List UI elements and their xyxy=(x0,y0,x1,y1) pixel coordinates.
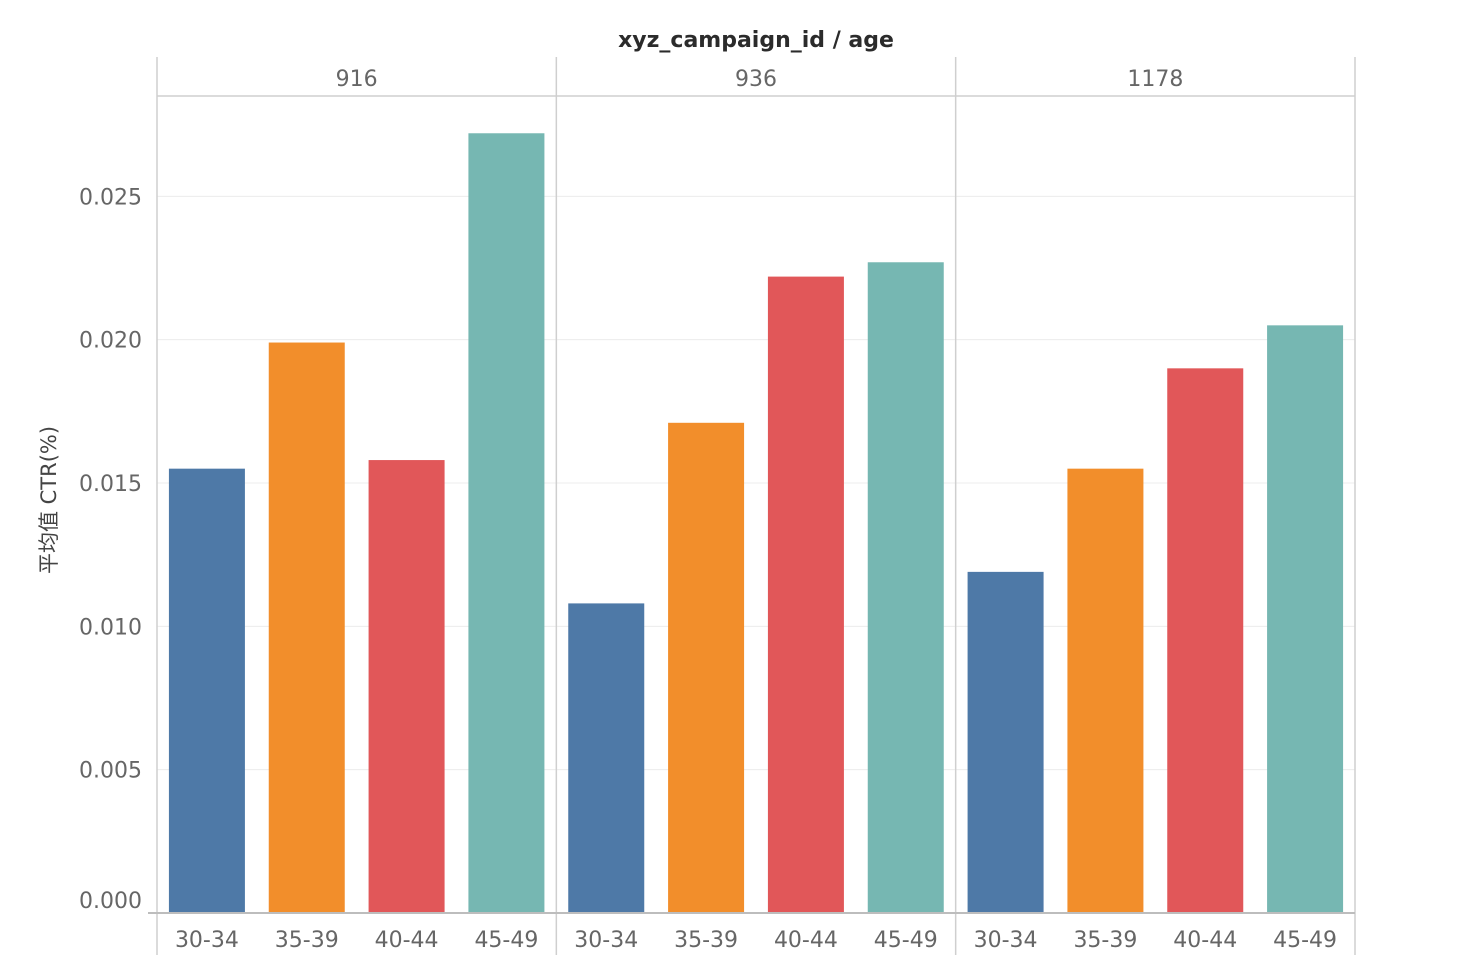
bar xyxy=(168,468,245,913)
x-tick-label: 45-49 xyxy=(474,928,538,953)
y-tick-label: 0.000 xyxy=(79,889,142,914)
x-tick-label: 45-49 xyxy=(874,928,938,953)
x-tick-label: 40-44 xyxy=(1173,928,1237,953)
panel-header-label: 1178 xyxy=(1127,67,1183,92)
x-tick-label: 35-39 xyxy=(1073,928,1137,953)
chart-title: xyz_campaign_id / age xyxy=(618,28,894,53)
bar xyxy=(1067,468,1144,913)
y-tick-label: 0.005 xyxy=(79,759,142,784)
y-tick-label: 0.010 xyxy=(79,615,142,640)
bar xyxy=(1167,368,1244,913)
bar xyxy=(867,262,944,913)
chart-text: xyz_campaign_id / age 平均值 CTR(%) 0.000 0.… xyxy=(37,28,1337,953)
bar xyxy=(668,422,745,913)
x-tick-label: 40-44 xyxy=(375,928,439,953)
x-tick-label: 30-34 xyxy=(175,928,239,953)
y-tick-label: 0.015 xyxy=(79,472,142,497)
panel-header-label: 936 xyxy=(735,67,777,92)
x-tick-label: 30-34 xyxy=(974,928,1038,953)
bar xyxy=(967,571,1044,913)
bar xyxy=(767,276,844,914)
panel-frames xyxy=(148,57,1356,955)
x-tick-label: 40-44 xyxy=(774,928,838,953)
bar xyxy=(568,603,645,913)
panel-header-label: 916 xyxy=(336,67,378,92)
x-tick-label: 30-34 xyxy=(574,928,638,953)
y-tick-label: 0.025 xyxy=(79,185,142,210)
bar xyxy=(368,460,445,913)
x-tick-label: 35-39 xyxy=(275,928,339,953)
gridlines xyxy=(157,195,1355,771)
y-axis-label: 平均值 CTR(%) xyxy=(37,426,61,574)
bar xyxy=(268,342,345,913)
bar xyxy=(1267,325,1344,913)
bars xyxy=(168,133,1344,914)
y-tick-label: 0.020 xyxy=(79,329,142,354)
x-tick-label: 45-49 xyxy=(1273,928,1337,953)
x-tick-label: 35-39 xyxy=(674,928,738,953)
bar xyxy=(468,133,545,913)
